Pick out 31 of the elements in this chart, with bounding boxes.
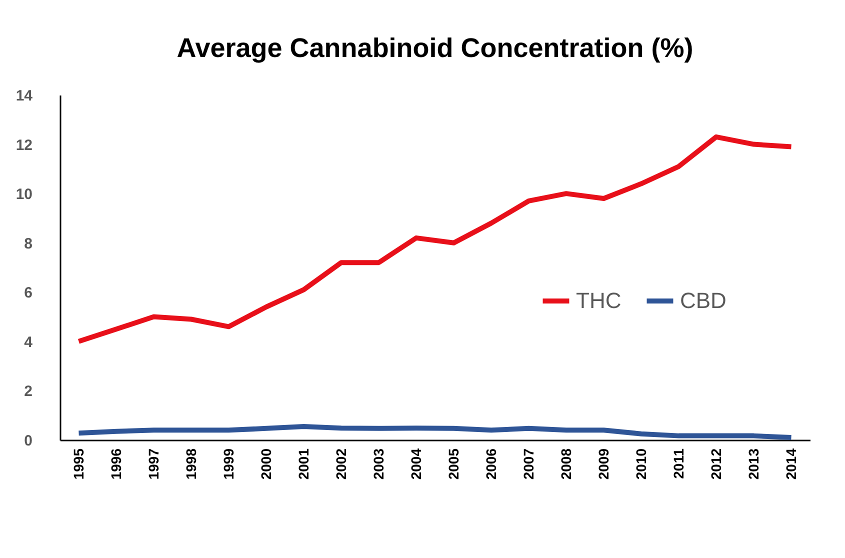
x-tick-label: 2005 [445, 448, 462, 480]
y-tick-label: 6 [24, 284, 32, 302]
x-tick-label: 2006 [482, 448, 499, 480]
x-tick-label: 2003 [370, 448, 386, 480]
x-tick-label: 2009 [595, 448, 612, 480]
legend-label: CBD [680, 288, 726, 313]
legend-label: THC [576, 288, 622, 313]
chart-title: Average Cannabinoid Concentration (%) [176, 33, 694, 63]
x-tick-label: 1997 [145, 448, 162, 480]
x-tick-label: 2012 [708, 448, 724, 480]
x-tick-label: 2007 [520, 448, 536, 480]
x-tick-label: 1995 [70, 448, 86, 480]
x-tick-label: 2010 [632, 448, 649, 480]
y-tick-label: 2 [24, 383, 32, 400]
x-tick-label: 2001 [295, 448, 312, 480]
x-tick-label: 2004 [408, 448, 424, 480]
x-tick-label: 1996 [108, 448, 124, 480]
y-tick-label: 14 [16, 88, 34, 104]
x-tick-label: 2013 [745, 448, 762, 480]
x-tick-label: 2014 [782, 448, 799, 480]
x-tick-label: 2008 [558, 448, 574, 480]
x-tick-label: 1999 [220, 448, 236, 480]
y-tick-label: 10 [16, 186, 32, 204]
y-tick-label: 12 [16, 136, 32, 154]
y-tick-label: 0 [24, 432, 32, 450]
x-tick-label: 2011 [670, 448, 686, 479]
x-tick-label: 2002 [332, 448, 349, 480]
x-tick-label: 2000 [258, 448, 274, 480]
x-tick-label: 1998 [182, 448, 199, 480]
y-tick-label: 8 [24, 235, 32, 252]
y-tick-label: 4 [24, 334, 34, 351]
